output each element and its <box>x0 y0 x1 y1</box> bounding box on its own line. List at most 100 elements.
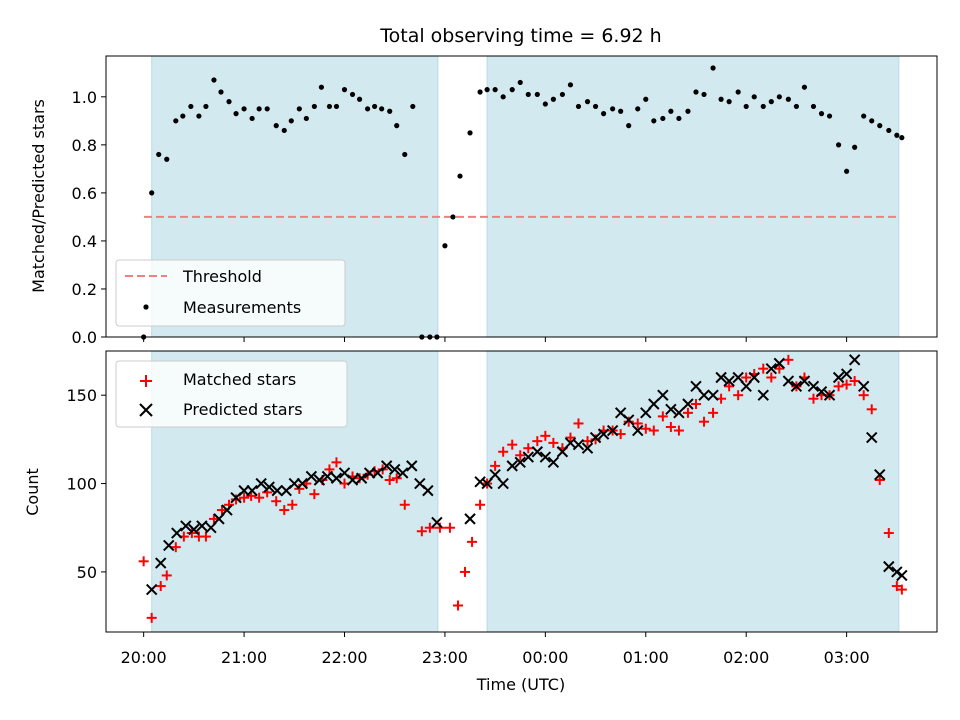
predicted-stars-point <box>497 477 509 490</box>
matched-stars-point <box>665 421 676 432</box>
measurement-point <box>410 103 416 110</box>
legend-predicted-swatch <box>139 403 153 417</box>
matched-stars-point <box>774 363 785 374</box>
measurement-point <box>180 113 186 119</box>
panel-count: 50 100 150 20:00 21:00 22:00 23:00 00:00 01:00 0… <box>23 350 938 694</box>
measurement-point <box>233 111 239 117</box>
measurement-point <box>477 89 483 95</box>
matched-stars-point <box>741 372 752 383</box>
y-tick-label: 50 <box>77 563 97 582</box>
predicted-stars-point <box>773 357 786 370</box>
matched-stars-point <box>783 354 794 365</box>
measurement-point <box>372 103 378 110</box>
measurement-point <box>356 96 363 102</box>
matched-stars-point <box>849 376 860 387</box>
measurement-point <box>156 151 162 158</box>
matched-stars-point <box>632 418 643 429</box>
matched-stars-point <box>416 526 427 537</box>
panel-count-frame <box>105 350 938 633</box>
measurement-point <box>226 99 232 105</box>
predicted-stars-point <box>531 446 544 458</box>
measurement-point <box>196 113 202 119</box>
measurement-point <box>710 65 716 71</box>
predicted-stars-point <box>406 460 418 472</box>
measurement-point <box>379 106 385 112</box>
y-tick-label: 0.8 <box>72 136 97 155</box>
legend-matched-label: Matched stars <box>183 370 296 389</box>
count-y-axis-label: Count <box>23 468 42 516</box>
predicted-stars-point <box>896 569 908 582</box>
measurement-point <box>726 99 732 105</box>
matched-stars-point <box>279 505 290 516</box>
predicted-stars-point <box>690 380 702 393</box>
y-tick-label: 0.6 <box>72 184 97 203</box>
measurement-point <box>793 103 800 110</box>
matched-stars-point <box>384 475 395 486</box>
observing-window-2-2 <box>486 350 900 633</box>
predicted-stars-point <box>657 389 669 401</box>
measurement-point <box>542 101 548 107</box>
x-tick-label: 02:00 <box>723 648 769 667</box>
matched-stars-point <box>841 379 852 390</box>
measurement-point <box>550 96 556 102</box>
matched-stars-point <box>170 542 181 553</box>
measurement-point <box>776 94 782 100</box>
measurement-point <box>333 103 340 110</box>
ratio-legend: Threshold Measurements <box>115 259 346 327</box>
measurement-point <box>492 87 498 93</box>
measurement-point <box>668 108 674 114</box>
predicted-stars-point <box>305 470 318 483</box>
matched-stars-point <box>896 584 907 595</box>
matched-stars-point <box>673 425 684 436</box>
predicted-stars-point <box>547 456 560 469</box>
x-tick-label: 01:00 <box>623 648 669 667</box>
matched-stars-point <box>271 496 282 507</box>
matched-stars-point <box>391 473 402 484</box>
predicted-stars-point <box>145 583 158 596</box>
matched-stars-point <box>216 505 227 516</box>
matched-stars-point <box>507 439 518 450</box>
measurement-point <box>467 130 473 136</box>
matched-stars-point <box>866 404 877 415</box>
predicted-stars-point <box>765 362 778 375</box>
measurement-point <box>660 115 666 122</box>
measurement-point <box>844 168 850 174</box>
measurement-point <box>500 94 506 100</box>
predicted-stars-point <box>823 389 836 401</box>
measurement-point <box>211 77 217 83</box>
predicted-stars-point <box>205 522 217 534</box>
measurement-point <box>826 113 833 119</box>
y-tick-label: 150 <box>66 386 97 405</box>
y-tick-label: 0.0 <box>72 328 97 347</box>
measurement-point <box>326 103 333 110</box>
predicted-stars-point <box>757 389 769 401</box>
chart-title: Total observing time = 6.92 h <box>379 25 661 47</box>
matched-stars-point <box>758 363 769 374</box>
x-tick-label: 21:00 <box>221 648 267 667</box>
predicted-stars-point <box>807 380 820 393</box>
measurement-point <box>281 127 287 134</box>
measurement-point <box>584 99 591 105</box>
measurement-point <box>534 91 540 98</box>
matched-stars-point <box>623 416 634 427</box>
predicted-stars-point <box>798 375 811 387</box>
predicted-stars-point <box>539 451 552 463</box>
measurement-point <box>760 103 766 110</box>
matched-stars-point <box>309 489 320 500</box>
measurement-point <box>296 106 302 112</box>
matched-stars-point <box>540 430 551 441</box>
predicted-stars-point <box>263 481 275 493</box>
matched-stars-point <box>724 381 735 392</box>
matched-stars-point <box>460 566 471 577</box>
measurement-point <box>318 84 325 90</box>
measurement-point <box>818 111 825 117</box>
matched-stars-point <box>766 372 777 383</box>
measurement-point <box>559 91 566 98</box>
predicted-stars-point <box>431 516 443 529</box>
predicted-stars-point <box>171 527 183 539</box>
y-tick-label: 100 <box>66 475 97 494</box>
predicted-stars-point <box>815 385 828 398</box>
matched-stars-point <box>682 407 693 418</box>
matched-stars-point <box>532 436 543 447</box>
predicted-stars-point <box>589 431 602 444</box>
